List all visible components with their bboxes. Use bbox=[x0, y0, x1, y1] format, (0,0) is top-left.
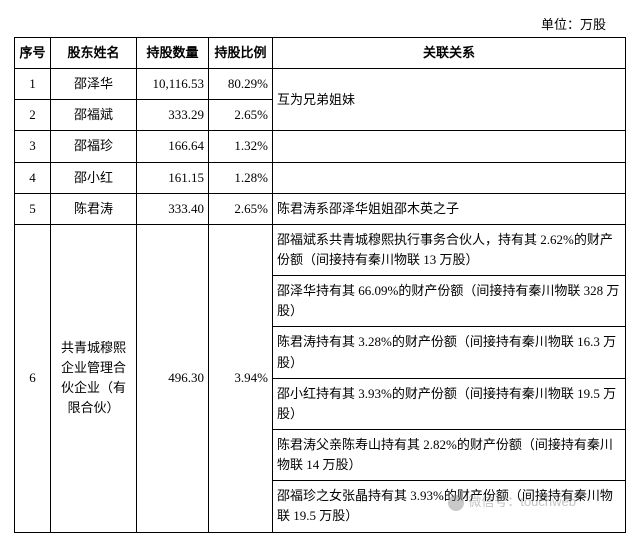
table-row: 5 陈君涛 333.40 2.65% 陈君涛系邵泽华姐姐邵木英之子 bbox=[15, 193, 626, 224]
cell-ratio: 2.65% bbox=[209, 193, 273, 224]
cell-ratio: 2.65% bbox=[209, 100, 273, 131]
table-header-row: 序号 股东姓名 持股数量 持股比例 关联关系 bbox=[15, 38, 626, 69]
cell-name: 邵福珍 bbox=[51, 131, 137, 162]
cell-name: 邵小红 bbox=[51, 162, 137, 193]
cell-name: 邵泽华 bbox=[51, 69, 137, 100]
cell-seq: 1 bbox=[15, 69, 51, 100]
cell-rel bbox=[273, 162, 626, 193]
unit-label: 单位：万股 bbox=[14, 14, 626, 33]
cell-seq: 4 bbox=[15, 162, 51, 193]
cell-rel: 邵福斌系共青城穆熙执行事务合伙人，持有其 2.62%的财产份额（间接持有秦川物联… bbox=[273, 224, 626, 275]
cell-qty: 333.40 bbox=[137, 193, 209, 224]
cell-ratio: 1.32% bbox=[209, 131, 273, 162]
cell-rel: 邵小红持有其 3.93%的财产份额（间接持有秦川物联 19.5 万股） bbox=[273, 378, 626, 429]
cell-rel: 邵泽华持有其 66.09%的财产份额（间接持有秦川物联 328 万股） bbox=[273, 276, 626, 327]
cell-qty: 161.15 bbox=[137, 162, 209, 193]
cell-rel: 互为兄弟姐妹 bbox=[273, 69, 626, 131]
cell-seq: 3 bbox=[15, 131, 51, 162]
cell-rel bbox=[273, 131, 626, 162]
table-row: 6 共青城穆熙企业管理合伙企业（有限合伙） 496.30 3.94% 邵福斌系共… bbox=[15, 224, 626, 275]
col-qty: 持股数量 bbox=[137, 38, 209, 69]
shareholders-table: 序号 股东姓名 持股数量 持股比例 关联关系 1 邵泽华 10,116.53 8… bbox=[14, 37, 626, 533]
col-ratio: 持股比例 bbox=[209, 38, 273, 69]
cell-qty: 333.29 bbox=[137, 100, 209, 131]
cell-seq: 5 bbox=[15, 193, 51, 224]
cell-rel: 陈君涛系邵泽华姐姐邵木英之子 bbox=[273, 193, 626, 224]
cell-qty: 496.30 bbox=[137, 224, 209, 532]
cell-name: 陈君涛 bbox=[51, 193, 137, 224]
cell-ratio: 3.94% bbox=[209, 224, 273, 532]
col-rel: 关联关系 bbox=[273, 38, 626, 69]
cell-ratio: 80.29% bbox=[209, 69, 273, 100]
cell-qty: 166.64 bbox=[137, 131, 209, 162]
cell-qty: 10,116.53 bbox=[137, 69, 209, 100]
cell-seq: 2 bbox=[15, 100, 51, 131]
cell-rel: 陈君涛父亲陈寿山持有其 2.82%的财产份额（间接持有秦川物联 14 万股） bbox=[273, 429, 626, 480]
cell-ratio: 1.28% bbox=[209, 162, 273, 193]
cell-rel: 邵福珍之女张晶持有其 3.93%的财产份额（间接持有秦川物联 19.5 万股） bbox=[273, 481, 626, 532]
col-seq: 序号 bbox=[15, 38, 51, 69]
cell-rel: 陈君涛持有其 3.28%的财产份额（间接持有秦川物联 16.3 万股） bbox=[273, 327, 626, 378]
table-row: 1 邵泽华 10,116.53 80.29% 互为兄弟姐妹 bbox=[15, 69, 626, 100]
cell-name: 邵福斌 bbox=[51, 100, 137, 131]
cell-name: 共青城穆熙企业管理合伙企业（有限合伙） bbox=[51, 224, 137, 532]
cell-seq: 6 bbox=[15, 224, 51, 532]
col-name: 股东姓名 bbox=[51, 38, 137, 69]
table-row: 4 邵小红 161.15 1.28% bbox=[15, 162, 626, 193]
table-row: 3 邵福珍 166.64 1.32% bbox=[15, 131, 626, 162]
